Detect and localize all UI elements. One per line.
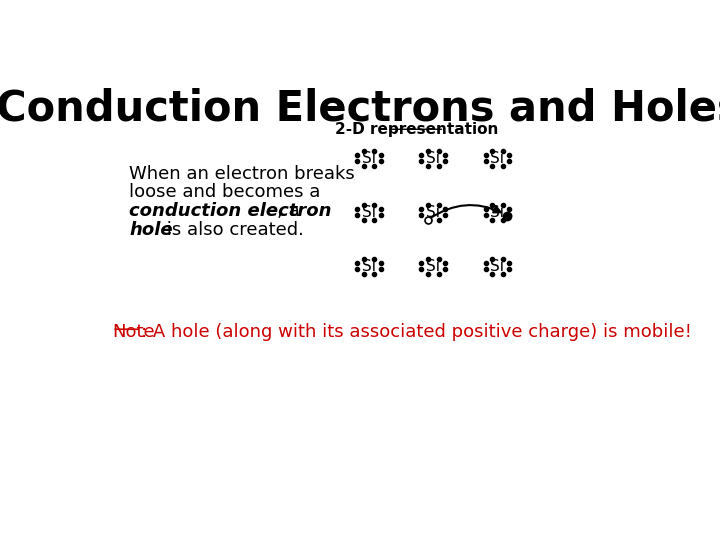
Text: Si: Si xyxy=(362,259,376,274)
Text: Si: Si xyxy=(490,259,504,274)
Text: , a: , a xyxy=(277,202,300,220)
Text: Si: Si xyxy=(490,151,504,166)
Text: When an electron breaks: When an electron breaks xyxy=(129,165,355,183)
Text: Conduction Electrons and Holes: Conduction Electrons and Holes xyxy=(0,87,720,130)
Text: Si: Si xyxy=(362,205,376,220)
Text: Si: Si xyxy=(426,151,440,166)
Text: Si: Si xyxy=(362,151,376,166)
Text: is also created.: is also created. xyxy=(161,221,304,239)
Text: Si: Si xyxy=(426,205,440,220)
Text: 2-D representation: 2-D representation xyxy=(335,122,498,137)
Text: loose and becomes a: loose and becomes a xyxy=(129,183,320,201)
Text: Si: Si xyxy=(490,205,504,220)
FancyArrowPatch shape xyxy=(430,205,500,218)
Text: conduction electron: conduction electron xyxy=(129,202,331,220)
Text: Note: Note xyxy=(112,322,155,341)
Text: hole: hole xyxy=(129,221,173,239)
Text: : A hole (along with its associated positive charge) is mobile!: : A hole (along with its associated posi… xyxy=(141,322,692,341)
Text: Si: Si xyxy=(426,259,440,274)
